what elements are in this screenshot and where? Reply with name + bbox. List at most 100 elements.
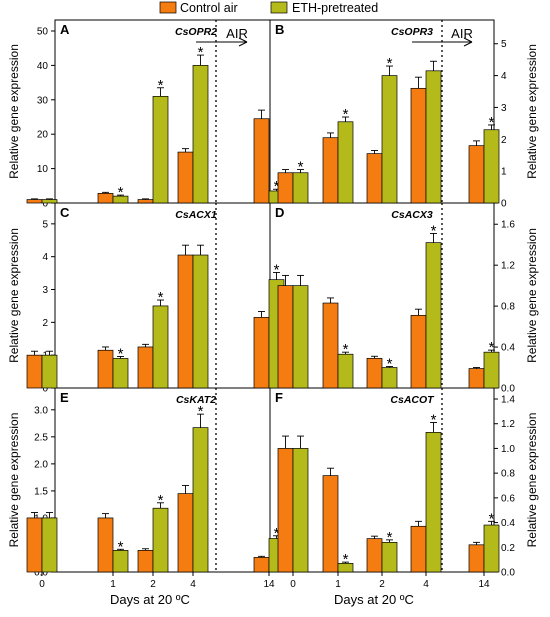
y-tick-label: 2.0 xyxy=(34,459,48,470)
bar-eth xyxy=(292,172,309,204)
bar-eth xyxy=(152,507,169,573)
x-axis-title-left: Days at 20 ºC xyxy=(110,592,190,607)
bar-eth xyxy=(112,358,129,389)
x-tick-label: 4 xyxy=(423,579,429,590)
significance-star: * xyxy=(118,538,124,555)
bar-eth xyxy=(337,121,354,204)
significance-star: * xyxy=(387,55,393,72)
bar-control xyxy=(277,448,294,573)
bar-eth xyxy=(292,285,309,389)
x-tick-label: 0 xyxy=(290,579,296,590)
y-tick-label: 1.2 xyxy=(501,419,515,430)
significance-star: * xyxy=(118,184,124,201)
gene-name: CsACX1 xyxy=(175,209,217,221)
bar-eth xyxy=(425,242,442,389)
gene-name: CsKAT2 xyxy=(176,394,216,406)
bar-control xyxy=(253,317,270,389)
bar-eth xyxy=(152,96,169,204)
y-axis-label: Relative gene expression xyxy=(7,413,21,548)
y-axis-label: Relative gene expression xyxy=(525,44,539,179)
bar-control xyxy=(177,493,194,573)
bar-control xyxy=(322,302,339,389)
bar-control xyxy=(177,151,194,204)
significance-star: * xyxy=(274,178,280,195)
y-tick-label: 2.5 xyxy=(34,432,48,443)
bar-control xyxy=(26,517,43,573)
x-tick-label: 1 xyxy=(335,579,341,590)
y-tick-label: 1.2 xyxy=(501,261,515,272)
legend-label-eth: ETH-pretreated xyxy=(292,1,378,15)
y-tick-label: 4 xyxy=(42,252,48,263)
bar-control xyxy=(137,550,154,573)
y-tick-label: 1.4 xyxy=(501,395,515,406)
bar-eth xyxy=(41,199,58,204)
y-tick-label: 1.6 xyxy=(501,220,515,231)
bar-eth xyxy=(483,351,500,389)
significance-star: * xyxy=(274,525,280,542)
y-tick-label: 0 xyxy=(42,384,48,395)
legend-label-control: Control air xyxy=(180,1,238,15)
x-tick-label: 2 xyxy=(150,579,156,590)
gene-name: CsACOT xyxy=(390,394,435,406)
bar-control xyxy=(177,254,194,389)
significance-star: * xyxy=(387,356,393,373)
panel-letter: E xyxy=(60,390,69,405)
bar-control xyxy=(468,145,485,204)
bar-eth xyxy=(41,354,58,389)
panel-letter: D xyxy=(275,205,284,220)
y-axis-label: Relative gene expression xyxy=(525,413,539,548)
bar-control xyxy=(410,525,427,573)
bar-control xyxy=(97,517,114,573)
air-arrow-head xyxy=(463,37,473,47)
legend: Control air ETH-pretreated xyxy=(159,1,378,15)
y-tick-label: 40 xyxy=(37,61,49,72)
bar-control xyxy=(410,314,427,389)
x-axis-title-right: Days at 20 ºC xyxy=(334,592,414,607)
significance-star: * xyxy=(158,289,164,306)
x-tick-label: 14 xyxy=(478,579,490,590)
bar-control xyxy=(97,349,114,389)
air-label: AIR xyxy=(451,26,473,41)
panel-d: D CsACX3 0.0 0.4 0.8 1.2 1.6 Relative gene expr… xyxy=(275,203,539,395)
significance-star: * xyxy=(298,159,304,176)
y-tick-label: 0.6 xyxy=(501,493,515,504)
bar-eth xyxy=(192,427,209,573)
y-tick-label: 1.5 xyxy=(34,486,48,497)
bar-control xyxy=(277,172,294,204)
x-tick-label: 1 xyxy=(110,579,116,590)
panel-f: F CsACOT 0.0 0.2 0.4 0.6 0.8 1.0 1.2 1.4 Relative … xyxy=(275,388,539,590)
bar-control xyxy=(137,199,154,204)
significance-star: * xyxy=(158,492,164,509)
significance-star: * xyxy=(274,261,280,278)
significance-star: * xyxy=(198,44,204,61)
y-tick-label: 3 xyxy=(42,285,48,296)
gene-name: CsOPR3 xyxy=(391,26,433,38)
bar-control xyxy=(97,193,114,204)
bar-control xyxy=(410,87,427,204)
bar-eth xyxy=(381,75,398,204)
bar-eth xyxy=(41,517,58,573)
panel-c: CCsACX1012345Relative gene expression*** xyxy=(7,203,285,395)
y-tick-label: 0.8 xyxy=(501,302,515,313)
y-tick-label: 0.0 xyxy=(34,568,48,579)
y-tick-label: 2 xyxy=(42,318,48,329)
bar-eth xyxy=(192,254,209,389)
panel-b: B CsOPR3 0 1 2 3 4 5 Relative gene expression AIR… xyxy=(275,20,539,210)
legend-swatch-control xyxy=(159,1,177,14)
y-tick-label: 0.0 xyxy=(501,384,515,395)
y-tick-label: 0.8 xyxy=(501,469,515,480)
bar-control xyxy=(137,346,154,389)
significance-star: * xyxy=(158,77,164,94)
significance-star: * xyxy=(431,222,437,239)
x-tick-label: 14 xyxy=(263,579,275,590)
bar-control xyxy=(468,368,485,389)
y-tick-label: 0.4 xyxy=(501,518,515,529)
bar-eth xyxy=(483,129,500,204)
panel-letter: B xyxy=(275,22,284,37)
significance-star: * xyxy=(489,339,495,356)
bar-eth xyxy=(152,305,169,389)
bar-eth xyxy=(425,70,442,204)
